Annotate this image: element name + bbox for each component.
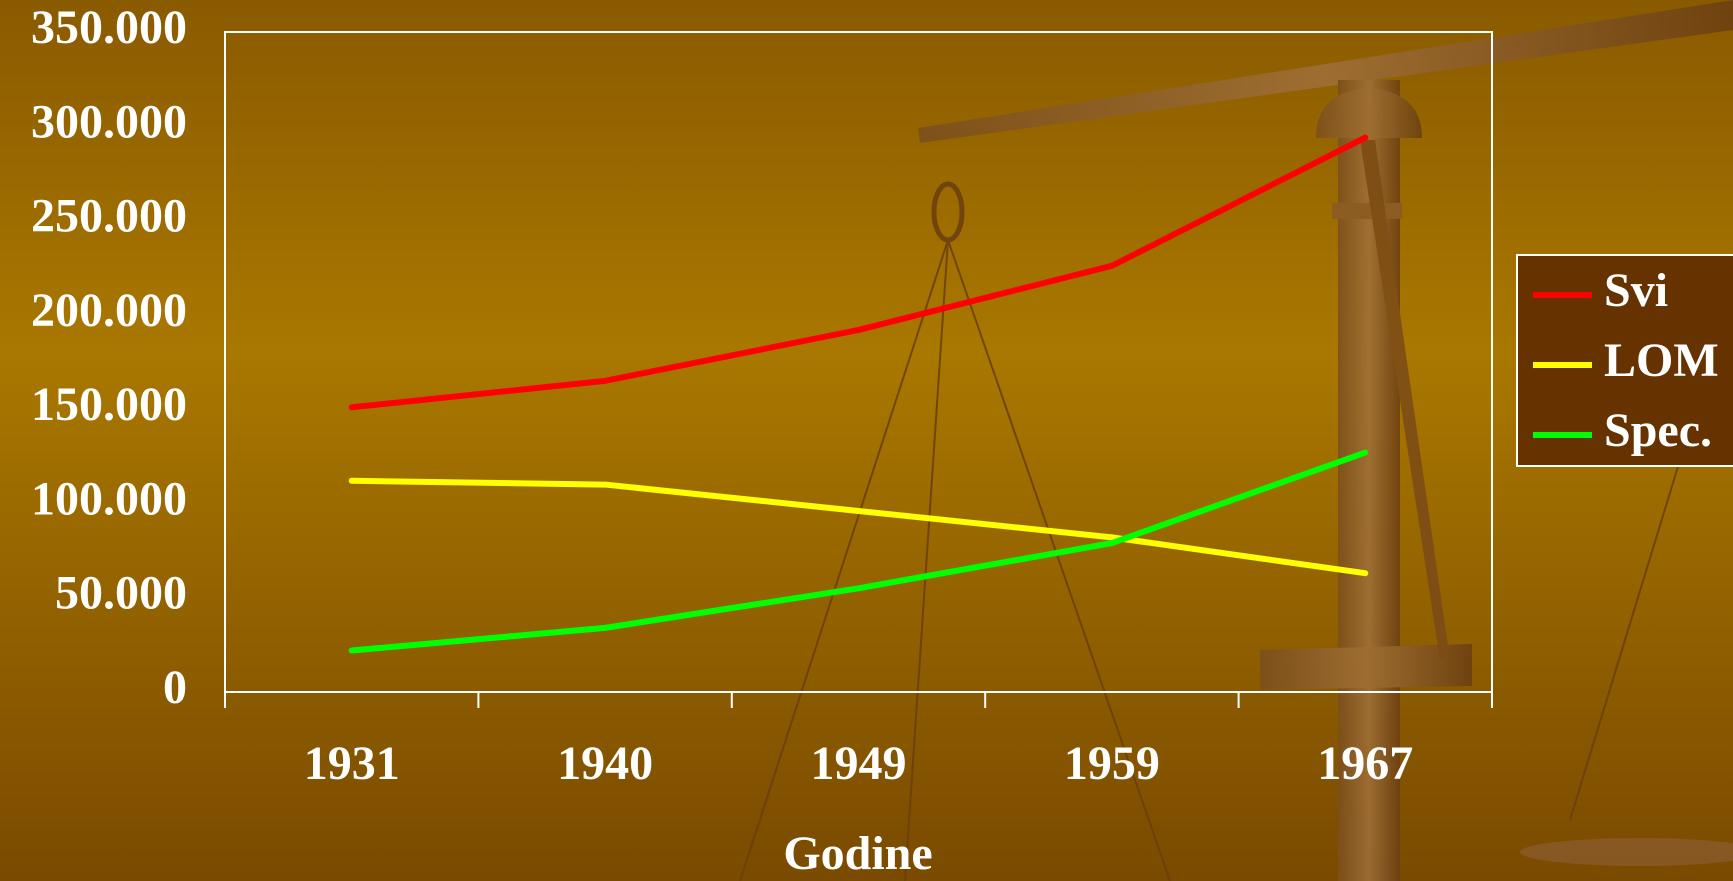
legend-label: LOM	[1604, 334, 1719, 387]
x-tick-label: 1940	[557, 737, 653, 790]
chart: Godine Svi LOM Spec. 0 50.000 100.000 150.000…	[0, 0, 1733, 881]
y-tick-label: 150.000	[31, 378, 187, 431]
legend: Svi LOM Spec.	[1517, 255, 1733, 466]
legend-label: Svi	[1604, 264, 1668, 317]
y-tick-label: 50.000	[55, 567, 187, 620]
x-tick-label: 1959	[1064, 737, 1160, 790]
y-tick-label: 0	[163, 661, 187, 714]
x-tick-label: 1931	[304, 737, 400, 790]
y-tick-label: 100.000	[31, 472, 187, 525]
x-tick-label: 1967	[1317, 737, 1413, 790]
x-tick-label: 1949	[811, 737, 907, 790]
y-tick-label: 300.000	[31, 95, 187, 148]
y-tick-label: 200.000	[31, 284, 187, 337]
x-axis-title: Godine	[783, 827, 932, 880]
y-tick-label: 350.000	[31, 1, 187, 54]
y-tick-label: 250.000	[31, 190, 187, 243]
legend-label: Spec.	[1604, 404, 1712, 457]
